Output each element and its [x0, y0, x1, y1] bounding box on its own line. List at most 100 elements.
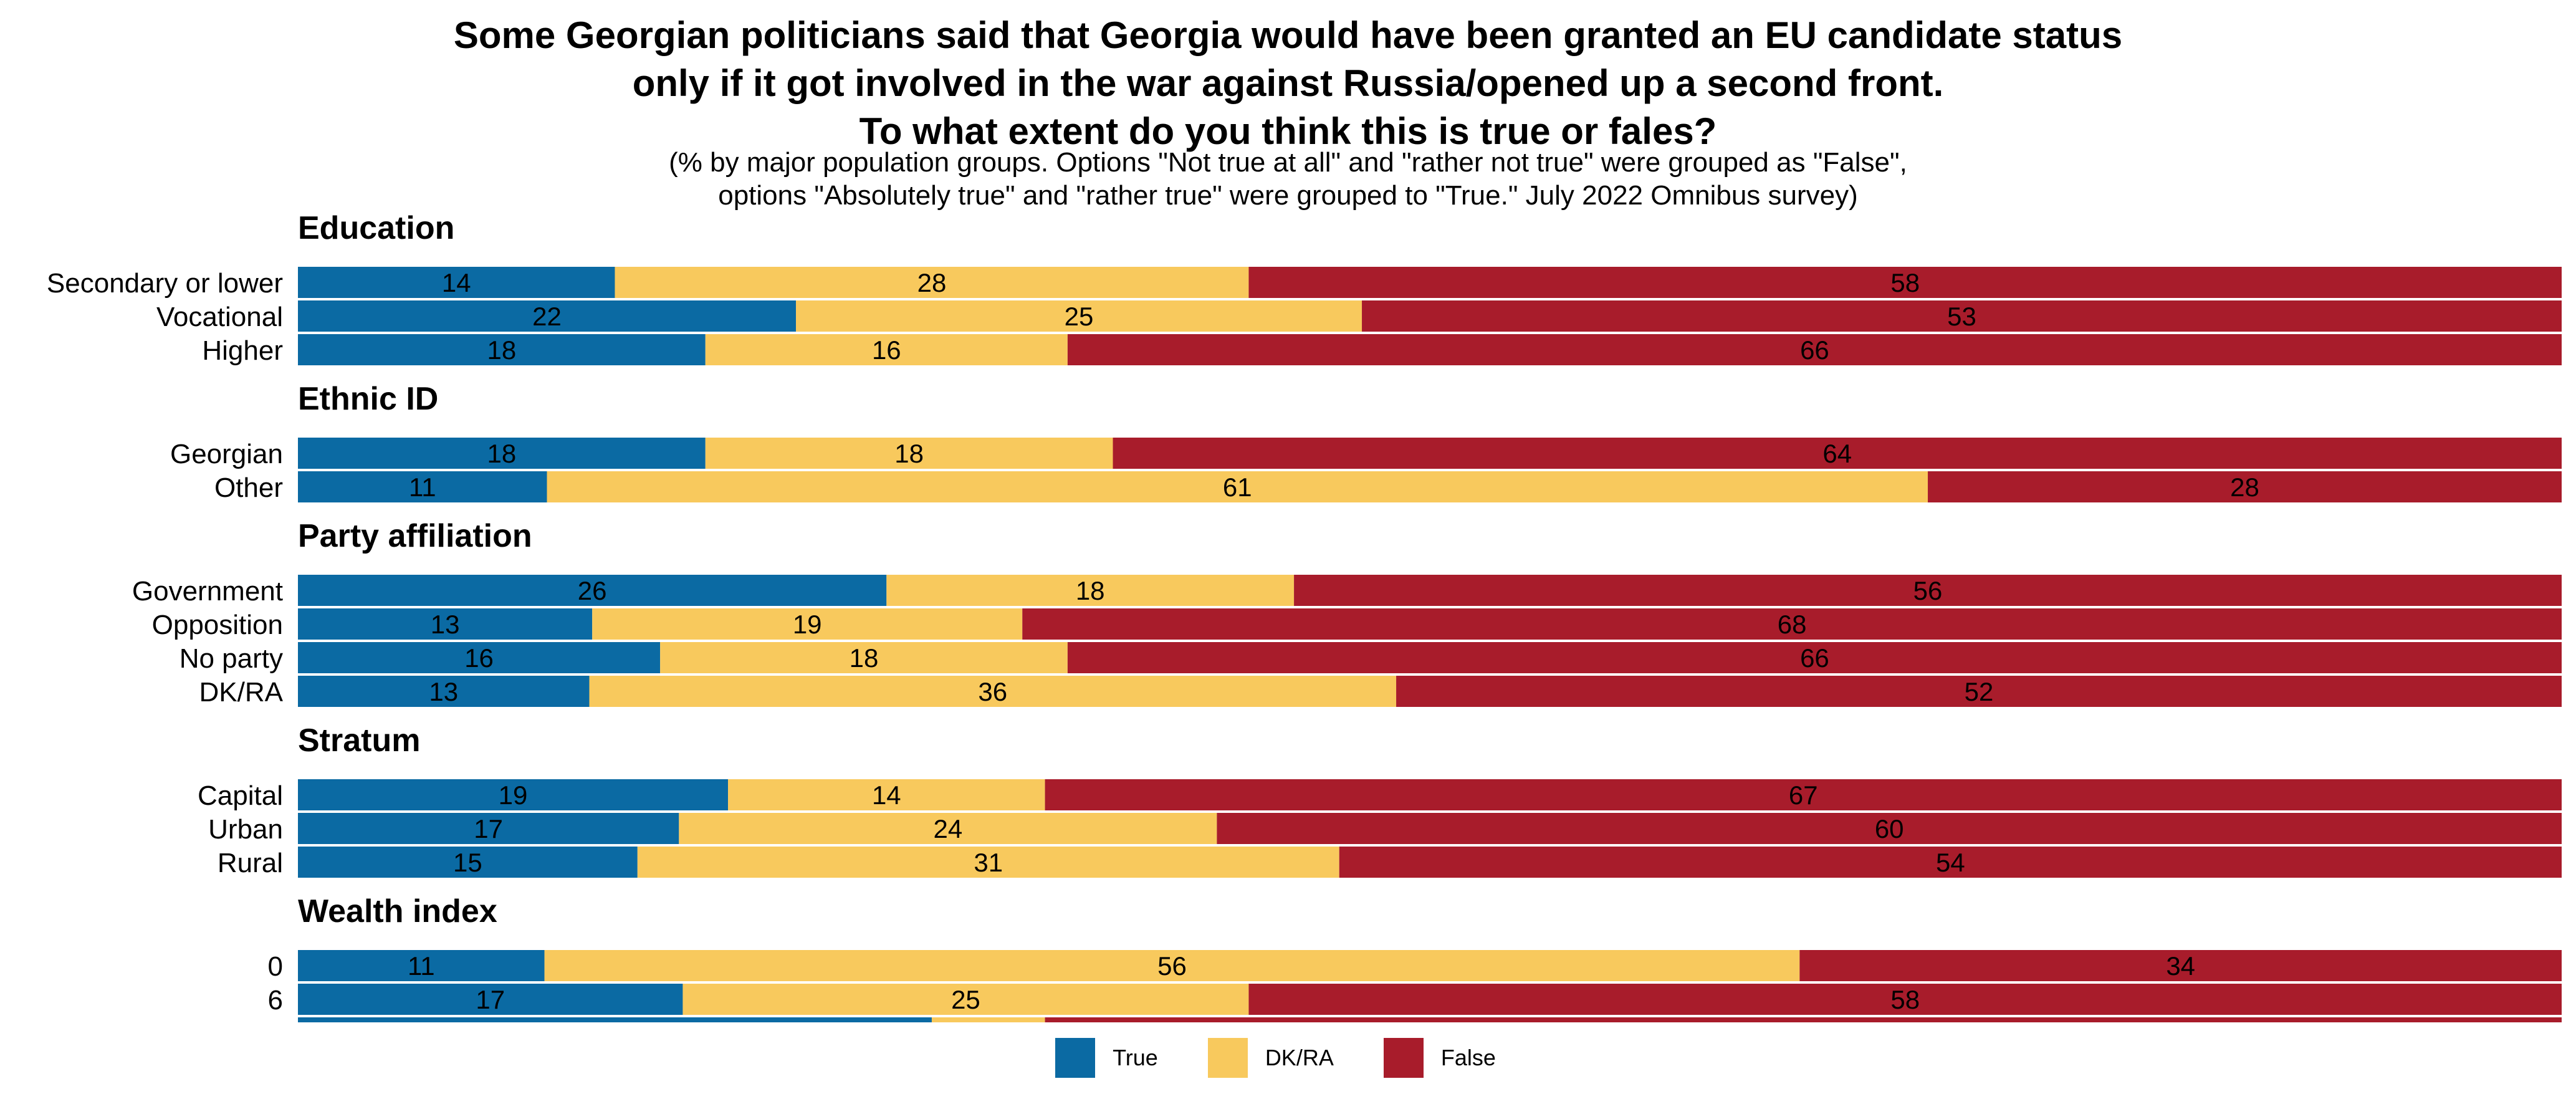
data-label-stratum-capital-false: 67 — [1789, 780, 1818, 810]
group-header-education: Education — [298, 210, 454, 246]
data-label-party-affiliation-dk-ra-false: 52 — [1965, 677, 1994, 706]
bar-segment-education-vocational-false — [1362, 300, 2562, 332]
chart-subtitle: (% by major population groups. Options "… — [0, 146, 2576, 212]
row-label-party-affiliation-no-party: No party — [180, 643, 283, 674]
data-label-ethnic-id-georgian-false: 64 — [1822, 439, 1852, 468]
row-label-party-affiliation-dk-ra: DK/RA — [199, 677, 284, 708]
bar-segment-party-affiliation-no-party-dk-ra — [660, 642, 1068, 673]
legend-label-true: True — [1113, 1045, 1158, 1070]
data-label-party-affiliation-dk-ra-true: 13 — [429, 677, 458, 706]
data-label-party-affiliation-opposition-dk-ra: 19 — [793, 610, 822, 639]
data-label-wealth-index-6-false: 58 — [1890, 985, 1920, 1014]
bar-segment-education-vocational-true — [298, 300, 797, 332]
data-label-wealth-index-12-false: 67 — [1789, 1019, 1818, 1022]
data-label-stratum-rural-true: 15 — [453, 848, 482, 877]
bar-segment-education-vocational-dk-ra — [796, 300, 1362, 332]
row-label-education-higher: Higher — [202, 335, 283, 366]
row-label-ethnic-id-other: Other — [214, 473, 283, 503]
bar-segment-party-affiliation-dk-ra-dk-ra — [589, 676, 1397, 707]
bar-segment-ethnic-id-georgian-false — [1113, 438, 2562, 469]
data-label-stratum-urban-true: 17 — [474, 814, 503, 843]
data-label-ethnic-id-other-dk-ra: 61 — [1223, 473, 1252, 502]
chart-title-line-1: Some Georgian politicians said that Geor… — [453, 14, 2123, 56]
bar-segment-stratum-rural-true — [298, 847, 638, 878]
bar-segment-wealth-index-6-false — [1248, 984, 2562, 1015]
data-label-education-vocational-true: 22 — [532, 302, 562, 331]
data-label-stratum-urban-dk-ra: 24 — [933, 814, 962, 843]
bar-segment-wealth-index-12-true — [298, 1017, 932, 1022]
legend-swatch-dkra — [1207, 1038, 1248, 1078]
data-label-education-higher-false: 66 — [1800, 335, 1829, 365]
data-label-wealth-index-6-true: 17 — [476, 985, 505, 1014]
bar-segment-stratum-urban-true — [298, 813, 679, 844]
data-label-wealth-index-0-false: 34 — [2166, 951, 2195, 981]
bar-segment-wealth-index-6-true — [298, 984, 683, 1015]
data-label-education-secondary-or-lower-true: 14 — [442, 268, 471, 297]
row-label-stratum-urban: Urban — [208, 814, 283, 845]
bar-segment-wealth-index-0-dk-ra — [544, 950, 1800, 981]
bar-segment-party-affiliation-no-party-true — [298, 642, 661, 673]
row-label-education-vocational: Vocational — [156, 302, 283, 332]
data-label-ethnic-id-other-false: 28 — [2230, 473, 2259, 502]
bar-segment-stratum-urban-dk-ra — [679, 813, 1217, 844]
data-label-party-affiliation-government-false: 56 — [1913, 576, 1943, 605]
row-label-wealth-index-0: 0 — [268, 951, 283, 982]
row-label-wealth-index-12: 12 — [252, 1019, 283, 1022]
row-label-stratum-capital: Capital — [198, 780, 283, 811]
bar-segment-party-affiliation-dk-ra-false — [1396, 676, 2562, 707]
legend-item-true: True — [1055, 1038, 1183, 1078]
row-label-ethnic-id-georgian: Georgian — [170, 439, 283, 469]
group-header-wealth-index: Wealth index — [298, 893, 497, 929]
bar-segment-party-affiliation-opposition-dk-ra — [592, 608, 1023, 640]
chart-title-line-3: To what extent do you think this is true… — [859, 110, 1717, 152]
bar-segment-party-affiliation-dk-ra-true — [298, 676, 590, 707]
data-label-ethnic-id-other-true: 11 — [409, 473, 436, 502]
bar-segment-wealth-index-0-false — [1799, 950, 2562, 981]
bar-segment-stratum-capital-dk-ra — [728, 779, 1045, 810]
group-header-party-affiliation: Party affiliation — [298, 518, 532, 554]
bar-segment-party-affiliation-opposition-true — [298, 608, 593, 640]
data-label-stratum-capital-dk-ra: 14 — [872, 780, 901, 810]
bar-segment-stratum-capital-false — [1045, 779, 2562, 810]
bar-segment-education-higher-true — [298, 334, 706, 365]
data-label-ethnic-id-georgian-dk-ra: 18 — [894, 439, 924, 468]
data-label-party-affiliation-government-dk-ra: 18 — [1076, 576, 1105, 605]
data-label-wealth-index-0-true: 11 — [408, 951, 435, 981]
legend: True DK/RA False — [0, 1038, 2576, 1078]
chart-subtitle-line-2: options "Absolutely true" and "rather tr… — [718, 180, 1858, 211]
data-label-education-vocational-dk-ra: 25 — [1065, 302, 1094, 331]
data-label-ethnic-id-georgian-true: 18 — [487, 439, 517, 468]
chart-title: Some Georgian politicians said that Geor… — [0, 11, 2576, 155]
group-header-ethnic-id: Ethnic ID — [298, 381, 438, 417]
data-label-education-vocational-false: 53 — [1947, 302, 1976, 331]
data-label-wealth-index-12-dk-ra: 5 — [981, 1019, 995, 1022]
bar-segment-stratum-urban-false — [1217, 813, 2562, 844]
stacked-bar-chart: Education Secondary or lower 14 28 58 Vocatio… — [47, 210, 2562, 1022]
row-label-wealth-index-6: 6 — [268, 985, 283, 1015]
data-label-party-affiliation-opposition-true: 13 — [431, 610, 460, 639]
bar-segment-party-affiliation-opposition-false — [1022, 608, 2562, 640]
legend-label-dkra: DK/RA — [1265, 1045, 1334, 1070]
data-label-education-secondary-or-lower-dk-ra: 28 — [917, 268, 947, 297]
group-header-stratum: Stratum — [298, 722, 420, 759]
data-label-education-higher-dk-ra: 16 — [872, 335, 901, 365]
legend-label-false: False — [1440, 1045, 1496, 1070]
bar-segment-party-affiliation-government-true — [298, 575, 887, 606]
data-label-wealth-index-6-dk-ra: 25 — [951, 985, 980, 1014]
data-label-wealth-index-12-true: 28 — [600, 1019, 630, 1022]
bar-segment-stratum-capital-true — [298, 779, 729, 810]
row-label-stratum-rural: Rural — [218, 848, 283, 878]
bar-segment-education-secondary-or-lower-true — [298, 267, 615, 298]
bar-segment-party-affiliation-government-false — [1294, 575, 2562, 606]
bar-segment-ethnic-id-georgian-dk-ra — [705, 438, 1113, 469]
bar-segment-ethnic-id-georgian-true — [298, 438, 706, 469]
bar-segment-education-secondary-or-lower-false — [1248, 267, 2562, 298]
row-label-education-secondary-or-lower: Secondary or lower — [47, 268, 283, 299]
bar-segment-party-affiliation-government-dk-ra — [886, 575, 1295, 606]
bar-segment-education-higher-dk-ra — [705, 334, 1068, 365]
data-label-education-secondary-or-lower-false: 58 — [1890, 268, 1920, 297]
legend-item-false: False — [1383, 1038, 1521, 1078]
data-label-stratum-rural-dk-ra: 31 — [974, 848, 1003, 877]
row-label-party-affiliation-opposition: Opposition — [152, 610, 283, 640]
bar-segment-ethnic-id-other-dk-ra — [547, 471, 1928, 502]
